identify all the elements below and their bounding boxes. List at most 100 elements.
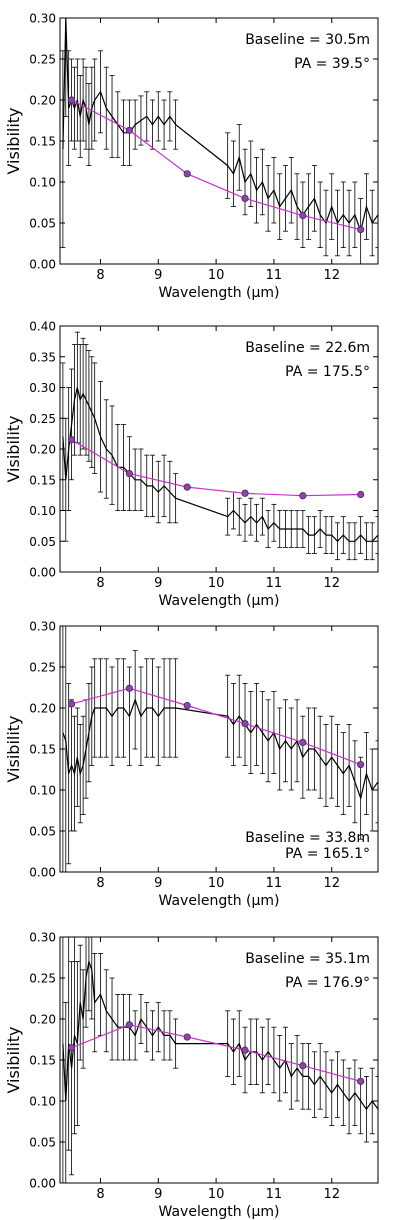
y-tick-label: 0.05 xyxy=(29,217,56,231)
model-point xyxy=(357,760,365,769)
x-tick-label: 10 xyxy=(208,1187,225,1202)
series-model xyxy=(67,96,365,234)
annotation-baseline: Baseline = 30.5m xyxy=(245,32,370,48)
plot-area xyxy=(60,331,378,561)
model-point xyxy=(125,684,133,692)
chart-panel-4: 8 9 10 11 12 0.00 0.05 0.10 0.15 0.20 0.25 0.30 Wave… xyxy=(4,931,379,1220)
y-tick-label: 0.25 xyxy=(29,972,56,986)
y-tick-label: 0.10 xyxy=(29,1095,56,1109)
model-point xyxy=(357,490,365,499)
model-point xyxy=(241,489,249,497)
x-tick-label: 10 xyxy=(208,268,225,283)
y-tick-label: 0.10 xyxy=(29,504,56,518)
model-point xyxy=(183,170,191,178)
y-axis-label: Visibility xyxy=(4,415,23,482)
y-tick-label: 0.00 xyxy=(29,866,56,880)
x-tick-label: 12 xyxy=(323,876,340,891)
plot-area xyxy=(60,18,378,264)
model-point xyxy=(125,1021,133,1029)
x-tick-label: 11 xyxy=(266,876,283,891)
x-tick-label: 12 xyxy=(323,268,340,283)
annotation-position-angle: PA = 165.1° xyxy=(285,846,370,862)
model-point xyxy=(299,738,307,747)
y-tick-label: 0.20 xyxy=(29,94,56,108)
model-line xyxy=(71,687,361,766)
y-axis-label: Visibility xyxy=(4,1026,23,1093)
annotation-position-angle: PA = 39.5° xyxy=(294,56,370,72)
x-tick-label: 8 xyxy=(96,268,104,283)
y-axis-label: Visibility xyxy=(4,715,23,782)
model-point xyxy=(357,1077,365,1085)
x-tick-label: 11 xyxy=(266,268,283,283)
model-point xyxy=(183,1033,191,1041)
x-tick-label: 9 xyxy=(154,576,162,591)
x-tick-label: 8 xyxy=(96,876,104,891)
model-point xyxy=(299,492,307,500)
plot-frame xyxy=(59,17,379,265)
model-line xyxy=(71,99,361,231)
y-tick-label: 0.10 xyxy=(29,176,56,190)
y-tick-label: 0.15 xyxy=(29,743,56,757)
x-axis-label: Wavelength (μm) xyxy=(159,893,280,909)
chart-panel-3: 8 9 10 11 12 0.00 0.05 0.10 0.15 0.20 0.25 0.30 Wave… xyxy=(4,620,379,909)
plot-area xyxy=(62,626,378,872)
model-point xyxy=(67,1044,76,1052)
y-tick-label: 0.05 xyxy=(29,1136,56,1150)
y-tick-label: 0.30 xyxy=(29,12,56,26)
y-tick-label: 0.30 xyxy=(29,620,56,634)
series-observed xyxy=(62,626,378,872)
x-tick-label: 11 xyxy=(266,1187,283,1202)
y-tick-label: 0.20 xyxy=(29,702,56,716)
chart-panel-2: 8 9 10 11 12 0.00 0.05 0.10 0.15 0.20 0.25 0.30 0.35… xyxy=(4,320,379,609)
x-tick-label: 9 xyxy=(154,1187,162,1202)
x-axis-label: Wavelength (μm) xyxy=(159,593,280,609)
y-tick-label: 0.40 xyxy=(29,320,56,334)
annotation-baseline: Baseline = 33.8m xyxy=(245,830,370,846)
model-point xyxy=(357,225,365,234)
y-tick-label: 0.25 xyxy=(29,661,56,675)
y-tick-label: 0.15 xyxy=(29,473,56,487)
y-tick-label: 0.35 xyxy=(29,350,56,364)
y-tick-label: 0.15 xyxy=(29,1054,56,1068)
x-tick-label: 8 xyxy=(96,1187,104,1202)
model-line xyxy=(71,1024,361,1082)
model-point xyxy=(67,96,76,104)
x-tick-label: 12 xyxy=(323,576,340,591)
annotation-position-angle: PA = 175.5° xyxy=(285,364,370,380)
model-point xyxy=(241,719,249,728)
model-point xyxy=(241,1046,249,1054)
series-model xyxy=(67,436,365,500)
x-tick-label: 10 xyxy=(208,876,225,891)
x-tick-label: 10 xyxy=(208,576,225,591)
y-tick-label: 0.30 xyxy=(29,931,56,945)
model-point xyxy=(125,126,133,134)
y-tick-label: 0.00 xyxy=(29,258,56,272)
y-tick-label: 0.00 xyxy=(29,566,56,580)
chart-panel-1: 8 9 10 11 12 0.00 0.05 0.10 0.15 0.20 0.25 0.30 Wave… xyxy=(4,12,379,301)
y-axis-label: Visibility xyxy=(4,107,23,174)
x-tick-label: 8 xyxy=(96,576,104,591)
observed-line xyxy=(62,387,378,543)
y-tick-label: 0.30 xyxy=(29,381,56,395)
model-point xyxy=(183,483,191,491)
model-point xyxy=(125,469,133,478)
y-tick-label: 0.25 xyxy=(29,53,56,67)
annotation-baseline: Baseline = 22.6m xyxy=(245,340,370,356)
series-model xyxy=(67,684,365,769)
model-point xyxy=(67,436,76,444)
y-tick-label: 0.05 xyxy=(29,535,56,549)
model-point xyxy=(183,701,191,710)
x-axis-label: Wavelength (μm) xyxy=(159,1204,280,1220)
y-tick-label: 0.20 xyxy=(29,443,56,457)
model-point xyxy=(299,212,307,220)
x-tick-label: 9 xyxy=(154,876,162,891)
plot-area xyxy=(62,937,378,1183)
model-point xyxy=(241,194,249,202)
annotation-baseline: Baseline = 35.1m xyxy=(245,951,370,967)
y-tick-label: 0.00 xyxy=(29,1177,56,1191)
model-line xyxy=(71,439,361,497)
observed-line xyxy=(62,18,378,234)
series-model xyxy=(67,1021,365,1085)
x-tick-label: 12 xyxy=(323,1187,340,1202)
